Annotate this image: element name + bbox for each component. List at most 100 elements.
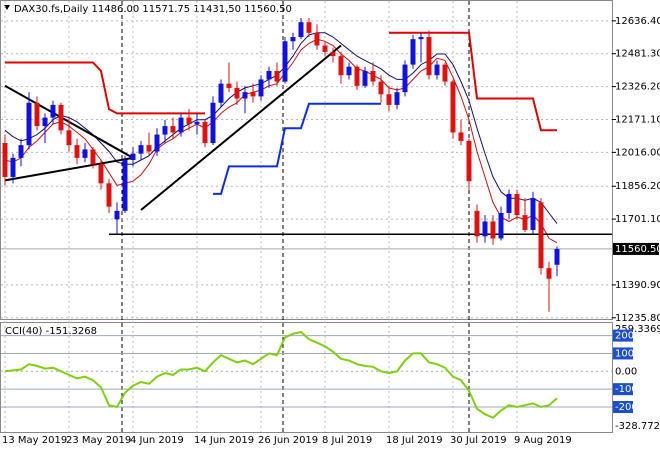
candle-body xyxy=(194,121,200,124)
candle-body xyxy=(354,66,360,86)
candle-body xyxy=(74,145,80,158)
candle-body xyxy=(330,51,336,57)
x-tick-label: 13 May 2019 xyxy=(2,435,67,446)
y-tick-label: 11235.80 xyxy=(615,313,660,324)
candle-body xyxy=(546,268,552,279)
candle-body xyxy=(394,92,400,105)
last-price-box xyxy=(613,242,659,255)
price-panel-frame xyxy=(0,0,613,320)
channel-line xyxy=(5,31,557,132)
candle-body xyxy=(98,164,104,184)
candle-body xyxy=(130,153,136,160)
candle-body xyxy=(34,102,40,127)
y-tick-label: 100 xyxy=(615,348,634,359)
candle-body xyxy=(362,70,368,86)
moving-average xyxy=(4,38,558,244)
candle-body xyxy=(506,193,512,213)
candle-body xyxy=(554,248,560,265)
candle-body xyxy=(322,45,328,52)
candle-body xyxy=(410,39,416,65)
candle-body xyxy=(402,64,408,93)
candle-body xyxy=(114,210,120,220)
candle-body xyxy=(234,87,240,99)
candle-body xyxy=(442,64,448,82)
candle-body xyxy=(282,41,288,82)
candle-body xyxy=(378,81,384,95)
moving-average xyxy=(4,32,558,224)
y-tick-label: 12016.00 xyxy=(615,147,660,158)
candle-body xyxy=(210,102,216,144)
candle-body xyxy=(18,145,24,158)
level-box xyxy=(613,401,633,414)
candle-body xyxy=(418,37,424,40)
candle-body xyxy=(466,140,472,182)
candle-body xyxy=(202,121,208,144)
candle-body xyxy=(298,22,304,38)
candle-body xyxy=(274,70,280,82)
trend-line xyxy=(140,44,342,211)
candle-body xyxy=(42,117,48,127)
candle-body xyxy=(522,215,528,230)
candle-body xyxy=(218,83,224,103)
candle-body xyxy=(474,210,480,237)
candle-body xyxy=(226,83,232,88)
candle-body xyxy=(242,92,248,99)
candle-body xyxy=(482,221,488,237)
y-tick-label: 11701.10 xyxy=(615,214,660,225)
candle-body xyxy=(434,64,440,76)
candle-body xyxy=(514,193,520,216)
y-tick-label: 12326.20 xyxy=(615,82,660,93)
candle-body xyxy=(66,130,72,146)
candle-body xyxy=(50,104,56,118)
candle-body xyxy=(162,126,168,135)
candle-body xyxy=(106,183,112,207)
x-tick-label: 18 Jul 2019 xyxy=(386,435,443,446)
y-tick-label: 12481.30 xyxy=(615,49,660,60)
candle-body xyxy=(450,81,456,133)
chart-title: DAX30.fs,Daily 11486.00 11571.75 11431,5… xyxy=(14,4,292,15)
y-tick-label: 12636.40 xyxy=(615,16,660,27)
channel-line xyxy=(213,102,381,195)
candle-body xyxy=(498,213,504,239)
y-tick-label: -200 xyxy=(615,402,638,413)
candle-body xyxy=(170,126,176,133)
candle-body xyxy=(290,37,296,42)
level-box xyxy=(613,329,633,342)
x-tick-label: 4 Jun 2019 xyxy=(130,435,184,446)
candle-body xyxy=(250,92,256,97)
y-tick-label: -100 xyxy=(615,384,638,395)
y-tick-label: 0.00 xyxy=(615,366,637,377)
candle-body xyxy=(138,145,144,154)
level-box xyxy=(613,347,633,360)
candle-body xyxy=(90,149,96,165)
cci-line xyxy=(4,330,558,419)
candle-body xyxy=(186,117,192,124)
candle-body xyxy=(490,221,496,239)
x-tick-label: 14 Jun 2019 xyxy=(194,435,254,446)
candle-body xyxy=(258,79,264,97)
candle-body xyxy=(530,198,536,230)
y-tick-label: 12171.10 xyxy=(615,114,660,125)
x-tick-label: 30 Jul 2019 xyxy=(450,435,507,446)
candle-body xyxy=(314,32,320,46)
candle-body xyxy=(338,56,344,76)
candle-body xyxy=(146,145,152,152)
candle-body xyxy=(122,160,128,211)
x-tick-label: 8 Jul 2019 xyxy=(322,435,372,446)
candle-body xyxy=(538,202,544,269)
y-tick-label: 200 xyxy=(615,331,634,342)
indicator-title: CCI(40) -151.3268 xyxy=(5,326,97,337)
x-tick-label: 9 Aug 2019 xyxy=(514,435,572,446)
candle-body xyxy=(10,157,16,177)
candle-body xyxy=(306,22,312,33)
candle-body xyxy=(386,94,392,105)
x-tick-label: 23 May 2019 xyxy=(66,435,131,446)
candle-body xyxy=(154,134,160,152)
y-tick-label: 11856.20 xyxy=(615,181,660,192)
candle-body xyxy=(426,37,432,76)
trend-line xyxy=(4,156,134,182)
candle-body xyxy=(346,66,352,76)
y-tick-label: 11390.90 xyxy=(615,280,660,291)
